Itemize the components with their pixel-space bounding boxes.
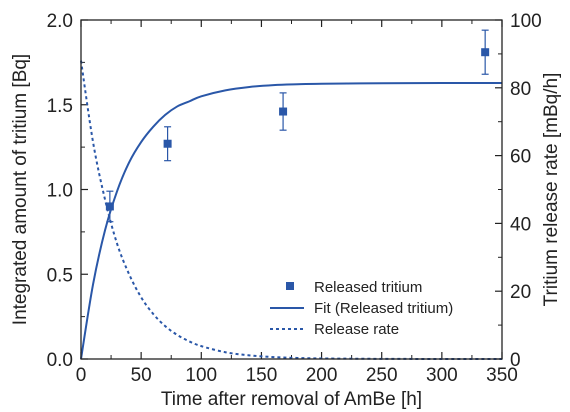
legend: Released tritium Fit (Released tritium) … [270, 279, 453, 338]
legend-marker-released-tritium [286, 282, 294, 290]
y-tick-label: 0.5 [47, 265, 73, 286]
y2-tick-label: 0 [510, 350, 521, 371]
data-point-released-tritium [163, 139, 172, 148]
legend-label-released-tritium: Released tritium [314, 279, 422, 296]
y-tick-label: 0.0 [47, 350, 73, 371]
data-point-released-tritium [279, 107, 288, 116]
data-point-released-tritium [105, 202, 114, 211]
x-tick-label: 300 [426, 365, 458, 386]
y2-tick-label: 20 [510, 282, 531, 303]
y-axis-label: Integrated amount of tritium [Bq] [10, 54, 31, 325]
legend-label-fit: Fit (Released tritium) [314, 300, 453, 317]
y-tick-label: 2.0 [47, 11, 73, 32]
legend-label-release-rate: Release rate [314, 321, 399, 338]
y2-tick-label: 40 [510, 214, 531, 235]
x-tick-label: 350 [486, 365, 518, 386]
y-tick-label: 1.0 [47, 181, 73, 202]
x-tick-label: 200 [306, 365, 338, 386]
y2-tick-label: 100 [510, 11, 542, 32]
x-tick-label: 250 [366, 365, 398, 386]
fit-line [80, 82, 503, 360]
plot-frame [80, 19, 503, 360]
x-tick-label: 0 [76, 365, 87, 386]
x-tick-label: 100 [185, 365, 217, 386]
y2-tick-label: 80 [510, 79, 531, 100]
y2-axis-label: Tritium release rate [mBq/h] [541, 73, 562, 307]
y-tick-label: 1.5 [47, 96, 73, 117]
tick-layer: 0 50 100 150 200 250 300 350 0.0 0.5 1.0 1.5 2.0 0 20 4… [47, 11, 542, 386]
x-tick-label: 50 [131, 365, 152, 386]
x-axis-label: Time after removal of AmBe [h] [161, 389, 422, 410]
data-point-released-tritium [481, 48, 490, 57]
y2-tick-label: 60 [510, 147, 531, 168]
x-tick-label: 150 [246, 365, 278, 386]
